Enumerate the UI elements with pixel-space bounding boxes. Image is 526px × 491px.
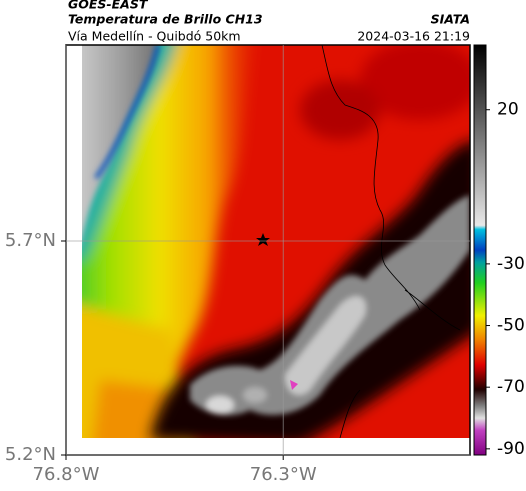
x-tick-label: 76.8°W [33, 464, 100, 485]
colorbar-tick-label: -30 [497, 254, 525, 274]
source: GOES-EAST [68, 0, 149, 12]
title: Temperatura de Brillo CH13 [68, 12, 263, 27]
satellite-image [82, 45, 470, 438]
colorbar [473, 44, 487, 456]
datetime: 2024-03-16 21:19 [357, 29, 470, 44]
subtitle: Vía Medellín - Quibdó 50km [68, 29, 241, 44]
colorbar-tick-label: -50 [497, 316, 525, 336]
colorbar-tick-label: 20 [497, 100, 519, 120]
y-tick-label: 5.2°N [5, 444, 56, 465]
x-tick-label: 76.3°W [250, 464, 317, 485]
colorbar-tick-label: -70 [497, 377, 525, 397]
colorbar-tick-label: -90 [497, 439, 525, 459]
agency: SIATA [431, 12, 470, 27]
y-tick-label: 5.7°N [5, 230, 56, 251]
